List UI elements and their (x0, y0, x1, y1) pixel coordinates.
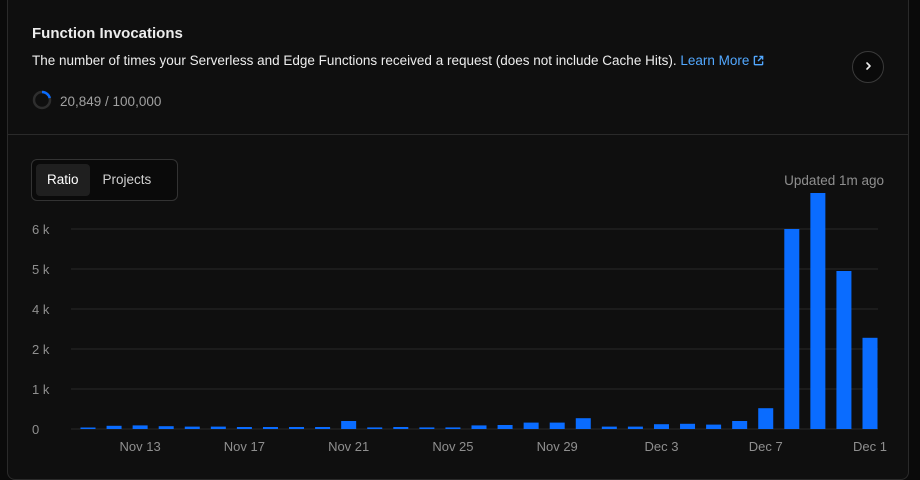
y-tick-label: 5 k (32, 262, 50, 277)
bar-dec-10[interactable] (836, 271, 852, 429)
x-tick-label: Nov 25 (432, 439, 473, 454)
bar-dec-1[interactable] (601, 426, 617, 429)
bar-nov-29[interactable] (549, 422, 565, 429)
usage-count: 20,849 / 100,000 (60, 94, 162, 109)
function-invocations-card: Function Invocations The number of times… (7, 0, 909, 480)
panel-title: Function Invocations (32, 25, 183, 42)
description-text: The number of times your Serverless and … (32, 53, 677, 68)
x-tick-label: Nov 17 (224, 439, 265, 454)
card-header: Function Invocations The number of times… (8, 0, 908, 135)
bar-nov-28[interactable] (523, 422, 539, 429)
bar-dec-3[interactable] (653, 424, 669, 429)
bar-nov-15[interactable] (184, 426, 200, 429)
y-tick-label: 4 k (32, 302, 50, 317)
bar-dec-8[interactable] (784, 229, 800, 429)
updated-timestamp: Updated 1m ago (784, 173, 884, 188)
bar-dec-7[interactable] (758, 408, 774, 429)
x-tick-label: Nov 21 (328, 439, 369, 454)
bar-nov-19[interactable] (289, 427, 305, 429)
bar-nov-17[interactable] (236, 427, 252, 429)
learn-more-label: Learn More (680, 53, 750, 68)
bar-nov-25[interactable] (445, 427, 461, 429)
panel-description: The number of times your Serverless and … (32, 53, 764, 69)
y-tick-label: 0 (32, 422, 39, 437)
invocations-bar-chart: 6 k 5 k 4 k 2 k 1 k 0 Nov 13 Nov 17 Nov 21 Nov 25… (32, 193, 887, 454)
y-tick-label: 1 k (32, 382, 50, 397)
bar-nov-13[interactable] (132, 425, 148, 429)
bar-nov-11[interactable] (80, 427, 96, 430)
bar-nov-20[interactable] (315, 427, 331, 429)
y-tick-label: 6 k (32, 222, 50, 237)
bar-nov-21[interactable] (341, 421, 357, 429)
x-tick-label: Dec 7 (749, 439, 783, 454)
view-details-button[interactable] (852, 51, 884, 83)
tab-ratio[interactable]: Ratio (36, 164, 90, 196)
x-tick-label: Nov 13 (120, 439, 161, 454)
bar-dec-5[interactable] (706, 424, 722, 429)
bar-dec-11[interactable] (862, 337, 878, 429)
bar-nov-22[interactable] (367, 427, 383, 429)
bar-nov-12[interactable] (106, 425, 122, 429)
progress-ring-icon (32, 90, 60, 113)
view-toggle: Ratio Projects (31, 159, 178, 201)
tab-projects[interactable]: Projects (102, 172, 152, 187)
x-tick-label: Dec 3 (644, 439, 678, 454)
chevron-right-icon (863, 58, 873, 76)
learn-more-link[interactable]: Learn More (680, 53, 764, 68)
bar-nov-24[interactable] (419, 427, 435, 429)
external-link-icon (753, 54, 764, 69)
bar-dec-4[interactable] (680, 423, 696, 429)
bar-nov-18[interactable] (262, 427, 278, 429)
bar-nov-27[interactable] (497, 425, 513, 429)
bar-nov-16[interactable] (210, 426, 226, 429)
bar-nov-26[interactable] (471, 425, 487, 429)
usage-indicator: 20,849 / 100,000 (32, 90, 161, 113)
bar-nov-14[interactable] (158, 426, 174, 429)
x-tick-label: Nov 29 (537, 439, 578, 454)
bar-dec-2[interactable] (627, 426, 643, 429)
bar-nov-30[interactable] (575, 418, 591, 429)
x-tick-label: Dec 1 (853, 439, 887, 454)
bar-nov-23[interactable] (393, 427, 409, 429)
bar-dec-6[interactable] (732, 421, 748, 429)
bar-dec-9[interactable] (810, 193, 826, 429)
y-tick-label: 2 k (32, 342, 50, 357)
